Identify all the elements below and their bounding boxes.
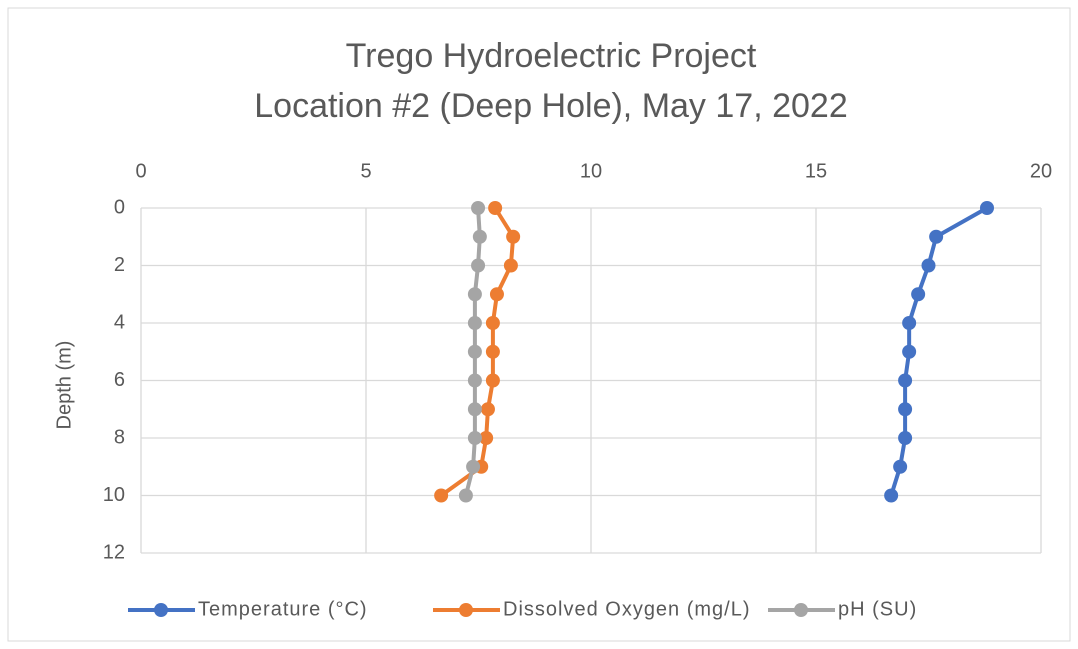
data-point — [485, 316, 500, 330]
data-point — [898, 431, 913, 445]
data-point — [898, 402, 913, 417]
chart-title: Trego Hydroelectric Project — [346, 37, 757, 75]
data-point — [467, 431, 482, 445]
x-tick-label: 5 — [360, 160, 371, 182]
legend-marker — [794, 603, 808, 617]
data-point — [929, 229, 944, 244]
y-tick-label: 10 — [103, 484, 125, 506]
data-point — [467, 373, 482, 388]
data-point — [489, 287, 504, 302]
data-point — [466, 459, 481, 474]
data-point — [471, 201, 486, 215]
data-point — [480, 402, 495, 417]
legend-marker — [459, 603, 473, 617]
data-point — [458, 488, 473, 503]
data-point — [902, 344, 917, 359]
x-tick-label: 10 — [580, 160, 602, 182]
data-point — [467, 344, 482, 359]
data-point — [485, 344, 500, 359]
data-point — [467, 316, 482, 330]
data-point — [503, 258, 518, 273]
data-point — [884, 488, 899, 503]
data-point — [506, 229, 521, 244]
data-point — [893, 459, 908, 474]
legend-label: Temperature (°C) — [198, 598, 368, 620]
data-point — [980, 201, 994, 215]
data-point — [911, 287, 926, 302]
data-point — [472, 229, 487, 244]
legend-label: Dissolved Oxygen (mg/L) — [503, 598, 751, 620]
x-tick-label: 15 — [805, 160, 827, 182]
chart-title: Location #2 (Deep Hole), May 17, 2022 — [254, 87, 847, 125]
data-point — [902, 316, 917, 330]
y-tick-label: 12 — [103, 541, 125, 563]
data-point — [467, 402, 482, 417]
legend-marker — [154, 603, 168, 617]
y-tick-label: 6 — [114, 369, 125, 391]
data-point — [479, 431, 494, 445]
y-axis-label: Depth (m) — [53, 341, 75, 430]
data-point — [434, 488, 449, 503]
chart-border — [7, 7, 1071, 642]
data-point — [921, 258, 936, 273]
x-tick-label: 0 — [135, 160, 146, 182]
y-tick-label: 8 — [114, 426, 125, 448]
data-point — [898, 373, 913, 388]
y-tick-label: 0 — [114, 196, 125, 218]
data-point — [485, 373, 500, 388]
data-point — [471, 258, 486, 273]
legend-label: pH (SU) — [838, 598, 917, 620]
data-point — [467, 287, 482, 302]
y-tick-label: 4 — [114, 311, 125, 333]
y-tick-label: 2 — [114, 254, 125, 276]
x-tick-label: 20 — [1030, 160, 1052, 182]
data-point — [488, 201, 503, 215]
